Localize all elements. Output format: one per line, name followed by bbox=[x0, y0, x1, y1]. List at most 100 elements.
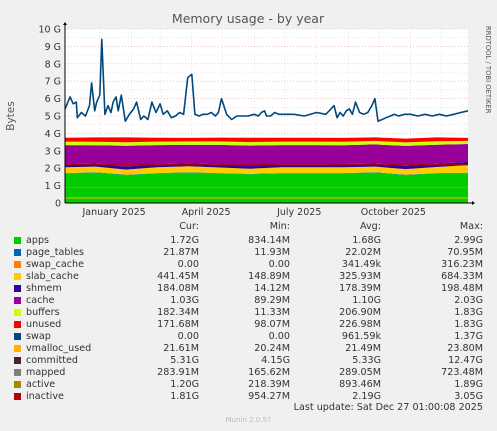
legend-avg: 5.33G bbox=[352, 355, 381, 366]
legend-max: 1.37G bbox=[454, 331, 483, 342]
legend-name: committed bbox=[26, 355, 79, 366]
y-tick-label: 6 G bbox=[45, 94, 61, 105]
stacked-areas bbox=[65, 137, 468, 203]
legend-swatch bbox=[14, 381, 21, 388]
legend-avg: 289.05M bbox=[339, 367, 381, 378]
y-tick-label: 10 G bbox=[39, 25, 61, 36]
legend-avg: 1.68G bbox=[352, 235, 381, 246]
legend-max: 1.83G bbox=[454, 319, 483, 330]
legend-max: 316.23M bbox=[441, 259, 483, 270]
y-tick-label: 4 G bbox=[45, 129, 61, 140]
x-tick-label: April 2025 bbox=[182, 207, 231, 218]
legend-row-apps: apps 1.72G 834.14M 1.68G 2.99G bbox=[0, 235, 497, 247]
y-tick-label: 2 G bbox=[45, 164, 61, 175]
legend-name: cache bbox=[26, 295, 55, 306]
rrdtool-watermark: RRDTOOL / TOBI OETIKER bbox=[484, 26, 492, 114]
header-max: Max: bbox=[459, 221, 483, 232]
legend-swatch bbox=[14, 369, 21, 376]
legend-avg: 178.39M bbox=[339, 283, 381, 294]
legend-min: 148.89M bbox=[248, 271, 290, 282]
header-cur: Cur: bbox=[179, 221, 199, 232]
last-update: Last update: Sat Dec 27 01:00:08 2025 bbox=[293, 402, 483, 413]
legend-swatch bbox=[14, 309, 21, 316]
legend-min: 165.62M bbox=[248, 367, 290, 378]
legend-cur: 182.34M bbox=[157, 307, 199, 318]
legend-avg: 22.02M bbox=[345, 247, 381, 258]
munin-version: Munin 2.0.57 bbox=[225, 416, 272, 424]
x-tick-labels: January 2025 April 2025 July 2025 October 2… bbox=[81, 207, 425, 218]
x-tick-label: January 2025 bbox=[81, 207, 145, 218]
y-tick-label: 8 G bbox=[45, 59, 61, 70]
legend-swatch bbox=[14, 297, 21, 304]
legend-name: inactive bbox=[26, 391, 64, 402]
legend-cur: 5.31G bbox=[170, 355, 199, 366]
legend-avg: 2.19G bbox=[352, 391, 381, 402]
legend-cur: 0.00 bbox=[177, 331, 199, 342]
legend-avg: 1.10G bbox=[352, 295, 381, 306]
legend-max: 12.47G bbox=[448, 355, 483, 366]
legend-cur: 1.20G bbox=[170, 379, 199, 390]
area-page_tables bbox=[65, 172, 468, 176]
line-series bbox=[64, 38, 469, 199]
legend-row-committed: committed 5.31G 4.15G 5.33G 12.47G bbox=[0, 355, 497, 367]
legend-swatch bbox=[14, 237, 21, 244]
legend-avg: 961.59k bbox=[341, 331, 381, 342]
chart-area: 0 1 G 2 G 3 G 4 G 5 G 6 G 7 G 8 G 9 G 10 G January… bbox=[5, 11, 492, 218]
legend-row-mapped: mapped 283.91M 165.62M 289.05M 723.48M bbox=[0, 367, 497, 379]
area-buffers bbox=[65, 140, 468, 146]
legend-min: 954.27M bbox=[248, 391, 290, 402]
line-committed bbox=[64, 38, 469, 122]
legend-row-swap_cache: swap_cache 0.00 0.00 341.49k 316.23M bbox=[0, 259, 497, 271]
legend-avg: 21.49M bbox=[345, 343, 381, 354]
legend-row-slab_cache: slab_cache 441.45M 148.89M 325.93M 684.33M bbox=[0, 271, 497, 283]
legend-name: slab_cache bbox=[26, 271, 79, 282]
legend-cur: 441.45M bbox=[157, 271, 199, 282]
y-tick-label: 5 G bbox=[45, 112, 61, 123]
legend-avg: 206.90M bbox=[339, 307, 381, 318]
legend-name: page_tables bbox=[26, 247, 85, 258]
y-tick-label: 3 G bbox=[45, 146, 61, 157]
legend-min: 98.07M bbox=[254, 319, 290, 330]
legend-avg: 341.49k bbox=[341, 259, 381, 270]
legend-cur: 21.61M bbox=[163, 343, 199, 354]
legend-max: 2.99G bbox=[454, 235, 483, 246]
legend-min: 218.39M bbox=[248, 379, 290, 390]
legend-name: swap bbox=[26, 331, 51, 342]
legend-name: apps bbox=[26, 235, 50, 246]
legend-swatch bbox=[14, 261, 21, 268]
x-axis-arrow bbox=[472, 201, 475, 205]
legend-max: 723.48M bbox=[441, 367, 483, 378]
legend-row-vmalloc_used: vmalloc_used 21.61M 20.24M 21.49M 23.80M bbox=[0, 343, 497, 355]
y-tick-label: 7 G bbox=[45, 77, 61, 88]
legend-row-unused: unused 171.68M 98.07M 226.98M 1.83G bbox=[0, 319, 497, 331]
legend-min: 89.29M bbox=[254, 295, 290, 306]
legend-swatch bbox=[14, 285, 21, 292]
legend-max: 1.89G bbox=[454, 379, 483, 390]
legend-name: unused bbox=[26, 319, 62, 330]
legend-max: 3.05G bbox=[454, 391, 483, 402]
y-tick-label: 1 G bbox=[45, 181, 61, 192]
legend-name: active bbox=[26, 379, 56, 390]
legend-max: 198.48M bbox=[441, 283, 483, 294]
header-min: Min: bbox=[269, 221, 290, 232]
legend-min: 20.24M bbox=[254, 343, 290, 354]
legend-cur: 1.03G bbox=[170, 295, 199, 306]
legend-cur: 283.91M bbox=[157, 367, 199, 378]
legend-min: 11.93M bbox=[254, 247, 290, 258]
legend-min: 14.12M bbox=[254, 283, 290, 294]
legend-name: mapped bbox=[26, 367, 66, 378]
legend-cur: 21.87M bbox=[163, 247, 199, 258]
legend-row-swap: swap 0.00 0.00 961.59k 1.37G bbox=[0, 331, 497, 343]
area-unused bbox=[65, 137, 468, 143]
y-tick-label: 0 bbox=[55, 199, 61, 210]
legend-avg: 226.98M bbox=[339, 319, 381, 330]
legend-max: 70.95M bbox=[447, 247, 483, 258]
legend-cur: 1.81G bbox=[170, 391, 199, 402]
legend-swatch bbox=[14, 345, 21, 352]
legend-name: swap_cache bbox=[26, 259, 85, 270]
legend-row-active: active 1.20G 218.39M 893.46M 1.89G bbox=[0, 379, 497, 391]
header-avg: Avg: bbox=[359, 221, 381, 232]
area-cache bbox=[65, 144, 468, 167]
legend-min: 0.00 bbox=[268, 259, 290, 270]
legend-cur: 0.00 bbox=[177, 259, 199, 270]
